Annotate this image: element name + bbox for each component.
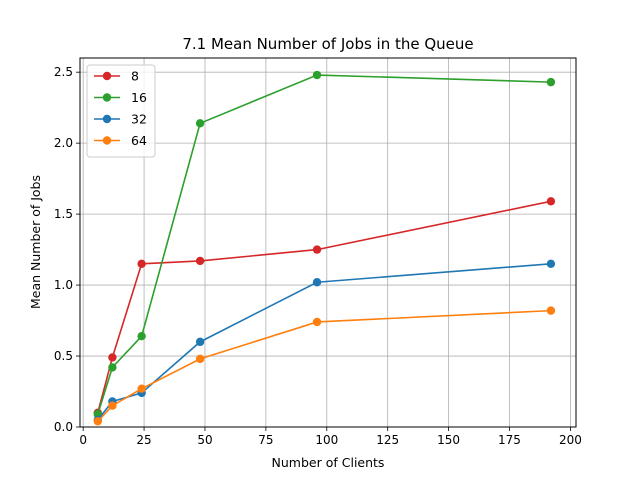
legend-swatch-marker <box>102 93 112 102</box>
legend-swatch-marker <box>102 71 112 81</box>
axis-ticks: 0 25 50 75 100 125 150 175 200 0.0 0.5 1.0 1.5 2.0 2.5 <box>54 65 582 447</box>
data-point <box>546 77 556 87</box>
series-line <box>97 200 552 414</box>
data-point <box>546 306 556 315</box>
legend-box <box>86 64 156 158</box>
data-point <box>546 259 556 268</box>
data-point <box>312 317 322 327</box>
legend-item: 8 <box>94 69 139 84</box>
plot-area <box>79 57 577 428</box>
series-16 <box>93 70 556 419</box>
series-lines <box>93 70 556 426</box>
x-tick-label: 200 <box>559 433 582 447</box>
x-tick-label: 150 <box>437 433 460 447</box>
data-point <box>108 401 117 410</box>
series-64 <box>93 306 556 426</box>
x-axis-label: Number of Clients <box>272 455 385 470</box>
series-8 <box>93 197 556 418</box>
x-tick-label: 125 <box>376 433 399 447</box>
data-point <box>137 384 146 393</box>
data-point <box>312 70 322 80</box>
legend-label: 8 <box>131 69 139 84</box>
legend-label: 32 <box>131 112 147 127</box>
y-tick-label: 2.5 <box>54 65 73 79</box>
legend-label: 64 <box>131 133 147 148</box>
y-tick-label: 2.0 <box>54 136 73 150</box>
data-point <box>137 259 146 268</box>
legend-item: 16 <box>94 90 147 105</box>
legend-label: 16 <box>131 90 147 105</box>
legend-item: 64 <box>94 133 147 148</box>
x-tick-label: 50 <box>197 433 212 447</box>
chart-title: 7.1 Mean Number of Jobs in the Queue <box>182 35 473 53</box>
y-axis-label: Mean Number of Jobs <box>28 175 43 309</box>
data-point <box>195 354 205 364</box>
x-tick-label: 100 <box>315 433 338 447</box>
x-tick-label: 25 <box>136 433 151 447</box>
series-line <box>97 309 551 422</box>
x-tick-label: 0 <box>79 433 87 447</box>
series-line <box>97 262 551 421</box>
y-tick-label: 0.5 <box>54 349 73 363</box>
legend-item: 32 <box>94 112 147 127</box>
series-32 <box>93 259 556 425</box>
y-tick-label: 1.0 <box>54 278 73 292</box>
data-point <box>195 337 205 347</box>
data-point <box>108 353 117 362</box>
data-point <box>93 417 102 426</box>
x-tick-label: 175 <box>498 433 521 447</box>
data-point <box>195 119 205 128</box>
legend-swatch-marker <box>102 136 112 145</box>
x-tick-label: 75 <box>258 433 273 447</box>
data-point <box>312 278 322 287</box>
y-tick-label: 1.5 <box>54 207 73 221</box>
data-point <box>195 256 205 266</box>
grid <box>80 58 576 428</box>
series-line <box>97 74 551 415</box>
data-point <box>108 363 117 372</box>
y-tick-label: 0.0 <box>54 420 73 434</box>
data-point <box>546 197 556 206</box>
legend: 8 16 32 64 <box>86 64 156 158</box>
data-point <box>312 245 322 254</box>
legend-swatch-marker <box>102 114 112 124</box>
data-point <box>137 331 146 341</box>
